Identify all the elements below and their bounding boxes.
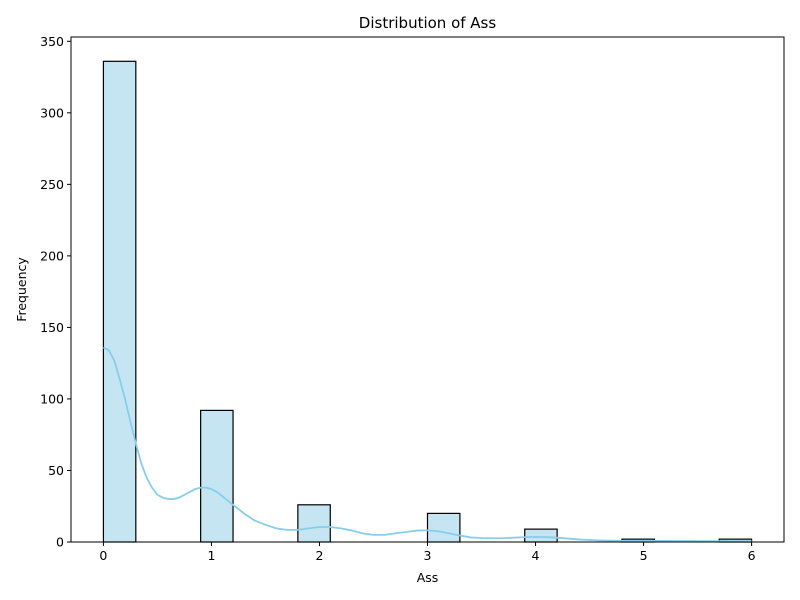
y-tick-label: 150 <box>40 320 64 335</box>
x-axis-label: Ass <box>417 570 439 585</box>
x-tick-label: 2 <box>315 548 323 563</box>
x-tick-label: 5 <box>640 548 648 563</box>
histogram-bar-0 <box>102 60 137 543</box>
kde-curve <box>102 346 752 543</box>
y-tick-label: 350 <box>40 34 64 49</box>
x-tick-label: 4 <box>532 548 540 563</box>
chart-title: Distribution of Ass <box>359 14 497 32</box>
y-tick-label: 300 <box>40 105 64 120</box>
histogram-bar-2 <box>297 504 331 543</box>
y-tick-label: 0 <box>56 535 64 550</box>
x-axis: 0 1 2 3 4 5 6 <box>99 542 756 563</box>
histogram-bar-4 <box>524 528 558 543</box>
histogram-bar-1 <box>200 409 234 543</box>
bars-group <box>102 60 753 543</box>
y-tick-label: 50 <box>48 463 64 478</box>
y-tick-label: 200 <box>40 248 64 263</box>
plot-frame <box>70 36 785 543</box>
y-tick-label: 100 <box>40 391 64 406</box>
x-tick-label: 0 <box>99 548 107 563</box>
x-tick-label: 3 <box>424 548 432 563</box>
histogram-bar-3 <box>426 512 461 543</box>
y-axis: 0 50 100 150 200 250 300 350 <box>40 34 71 550</box>
y-tick-label: 250 <box>40 177 64 192</box>
y-axis-label: Frequency <box>14 257 29 322</box>
x-tick-label: 1 <box>207 548 215 563</box>
x-tick-label: 6 <box>748 548 756 563</box>
